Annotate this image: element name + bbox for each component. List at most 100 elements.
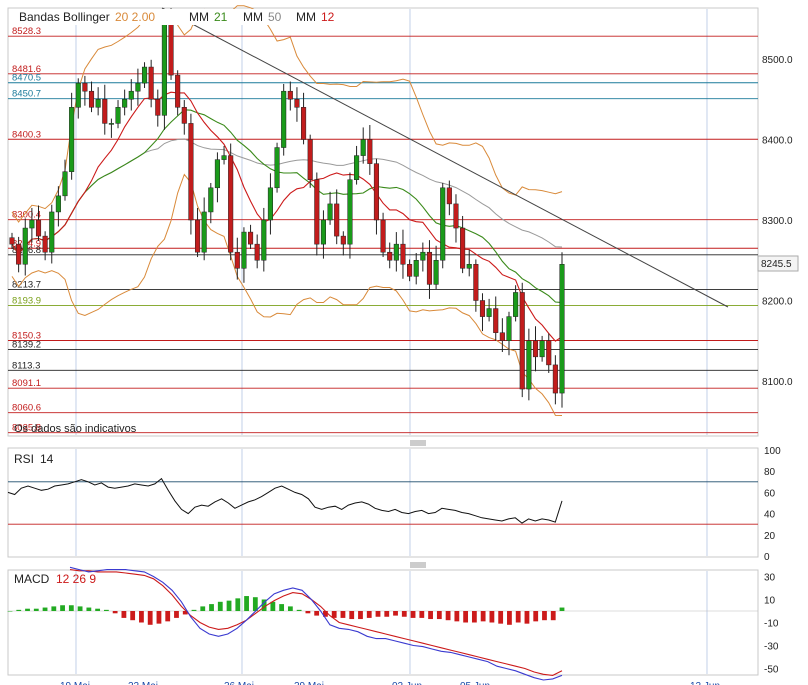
candle-body xyxy=(486,308,492,317)
candle-body xyxy=(201,211,207,253)
macd-tick-label: 10 xyxy=(764,596,776,607)
candle-body xyxy=(519,292,525,390)
macd-histogram-bar xyxy=(261,599,267,611)
candle-body xyxy=(148,66,154,100)
price-legend: Bandas Bollinger 20 2.00 MM 21 MM 50 MM … xyxy=(10,9,340,25)
macd-histogram-bar xyxy=(130,611,136,621)
candle-body xyxy=(141,66,148,84)
candle-body xyxy=(513,292,519,317)
macd-tick-label: 30 xyxy=(764,573,776,584)
price-tick-label: 8400.0 xyxy=(762,136,793,147)
candle-body xyxy=(532,340,539,358)
macd-histogram-bar xyxy=(463,611,469,623)
candle-body xyxy=(69,107,75,172)
candle-body xyxy=(16,243,22,265)
trendline[interactable] xyxy=(161,7,729,308)
macd-histogram-bar xyxy=(515,611,521,623)
macd-histogram-bar xyxy=(33,608,39,611)
macd-histogram-bar xyxy=(498,611,504,624)
macd-histogram-bar xyxy=(25,608,30,611)
date-tick-label: 02 Jun xyxy=(392,681,422,685)
macd-histogram-bar xyxy=(445,611,451,621)
rsi-label: RSI xyxy=(14,452,34,466)
candle-body xyxy=(208,187,214,213)
macd-histogram-bar xyxy=(384,611,390,617)
macd-histogram-bar xyxy=(542,611,547,621)
current-price-value: 8245.5 xyxy=(761,259,792,270)
candle-body xyxy=(407,264,413,277)
candle-body xyxy=(546,340,552,366)
date-axis: 19 Mai 22 Mai 26 Mai 29 Mai 02 Jun 05 Jun 12 J… xyxy=(60,681,720,685)
candle-body xyxy=(420,251,426,261)
rsi-tick-label: 60 xyxy=(764,488,776,499)
date-tick-label: 29 Mai xyxy=(294,681,324,685)
macd-histogram-bar xyxy=(77,606,83,611)
candle-body xyxy=(354,155,360,181)
price-level-label: 8400.3 xyxy=(12,129,41,140)
price-tick-label: 8500.0 xyxy=(762,55,793,66)
price-level-label: 8193.9 xyxy=(12,295,41,306)
macd-tick-label: -50 xyxy=(764,665,779,676)
macd-indicator: 30 10 -10 -30 -50 xyxy=(7,566,779,681)
rsi-tick-label: 40 xyxy=(764,510,776,521)
macd-histogram-bar xyxy=(51,606,57,611)
rsi-resize-grip[interactable] xyxy=(410,440,426,446)
price-level-lines: 8528.38481.68470.58450.78400.38300.48264… xyxy=(8,26,758,434)
macd-histogram-bar xyxy=(401,611,407,617)
price-indicators xyxy=(11,5,563,416)
candle-body xyxy=(294,99,300,108)
rsi-tick-label: 20 xyxy=(764,531,776,542)
candle-body xyxy=(221,155,227,160)
candle-body xyxy=(161,22,167,116)
date-tick-label: 26 Mai xyxy=(224,681,254,685)
rsi-tick-label: 0 xyxy=(764,552,770,563)
macd-histogram-bar xyxy=(209,604,214,611)
candle-body xyxy=(400,243,406,265)
price-level-label: 8213.7 xyxy=(12,279,41,290)
date-tick-label: 12 Jun xyxy=(690,681,720,685)
candle-body xyxy=(539,340,545,358)
candle-body xyxy=(254,243,260,261)
candle-body xyxy=(248,231,254,245)
candle-body xyxy=(307,139,313,180)
macd-histogram-bar xyxy=(226,600,232,611)
macd-histogram-bar xyxy=(270,601,276,611)
candle-body xyxy=(281,90,287,148)
macd-legend: MACD 12 26 9 xyxy=(14,572,96,586)
candle-body xyxy=(267,187,273,221)
macd-histogram-bar xyxy=(156,611,162,624)
macd-histogram-bar xyxy=(550,611,556,621)
rsi-period: 14 xyxy=(40,452,54,466)
macd-histogram-bar xyxy=(323,611,328,617)
bollinger-params: 20 2.00 xyxy=(115,10,155,24)
candle-body xyxy=(62,171,68,197)
candle-body xyxy=(413,260,419,277)
candle-body xyxy=(261,219,267,261)
candle-body xyxy=(181,107,187,124)
mm12-label: MM xyxy=(296,10,316,24)
macd-resize-grip[interactable] xyxy=(410,562,426,568)
candle-body xyxy=(22,227,28,265)
candle-body xyxy=(82,82,88,92)
macd-histogram-bar xyxy=(7,611,13,612)
macd-histogram-bar xyxy=(279,604,285,611)
candle-body xyxy=(499,332,505,342)
macd-histogram-bar xyxy=(235,598,241,611)
candle-body xyxy=(228,155,234,253)
price-axis: 8100.0 8200.0 8300.0 8400.0 8500.0 xyxy=(762,55,793,388)
candle-body xyxy=(9,237,15,245)
date-tick-label: 05 Jun xyxy=(460,681,490,685)
candlesticks xyxy=(9,8,565,408)
macd-histogram-bar xyxy=(296,609,302,611)
macd-line xyxy=(69,566,563,681)
macd-params: 12 26 9 xyxy=(56,572,96,586)
macd-label: MACD xyxy=(14,572,50,586)
price-level-label: 8450.7 xyxy=(12,89,41,100)
price-tick-label: 8100.0 xyxy=(762,377,793,388)
macd-histogram-bar xyxy=(174,611,179,618)
candle-body xyxy=(95,99,101,108)
macd-histogram-bar xyxy=(165,611,171,622)
candle-body xyxy=(334,203,340,237)
candle-body xyxy=(433,260,439,285)
